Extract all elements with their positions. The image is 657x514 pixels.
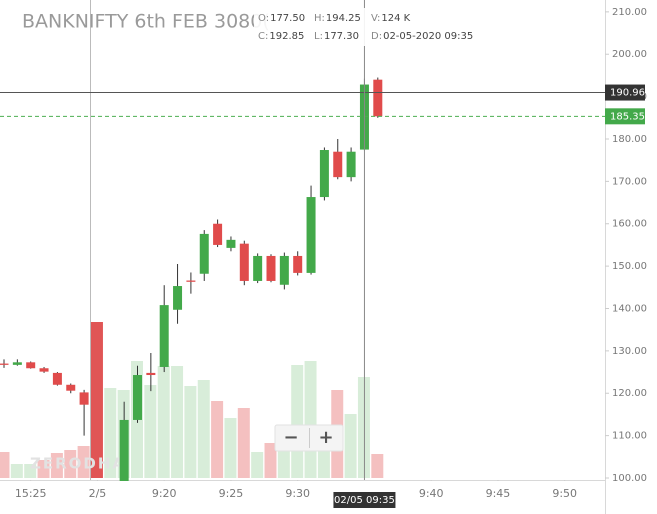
candle-body [226,239,236,248]
candle-body [66,384,76,391]
info-label: D: [371,31,382,42]
y-tick-label: 140.00 [612,303,647,314]
volume-bar [291,365,304,478]
candle-body [279,255,289,285]
y-tick-label: 200.00 [612,49,647,60]
candle-body [12,362,22,365]
candle-body [0,363,9,365]
volume-bar [224,418,237,478]
volume-bar [37,460,50,478]
volume-bar [104,388,117,478]
candle-body [373,79,383,117]
info-label: V: [371,13,380,24]
info-label: C: [258,31,268,42]
volume-bar [211,401,224,478]
candle-body [79,392,89,405]
zoom-in[interactable]: + [318,427,333,448]
y-tick-label: 110.00 [612,431,647,442]
candle-body [52,372,62,385]
crosshair-x-box [333,492,396,508]
y-tick-label: 160.00 [612,219,647,230]
y-tick-label: 100.00 [612,473,647,484]
info-value: 177.30 [324,31,359,42]
volume-bar [251,452,264,478]
candle-body [346,151,356,178]
info-label: O: [258,13,269,24]
candle-body [173,286,183,310]
volume-bar [304,361,317,478]
candle-body [159,305,169,367]
y-tick-label: 130.00 [612,346,647,357]
volume-bar [24,464,37,478]
candle-body [146,372,156,376]
y-tick-label: 210.00 [612,7,647,18]
watermark: ZERODHA [30,455,126,473]
candle-body [199,233,209,274]
crosshair-y-label: 190.96 [610,88,645,99]
candle-body [266,255,276,281]
candle-body [253,255,263,281]
volume-bar [77,446,90,478]
volume-bar [371,454,384,478]
y-tick-label: 180.00 [612,134,647,145]
last-price-label: 185.35 [610,111,645,122]
info-value: 194.25 [326,13,361,24]
volume-bar [90,322,103,478]
candle-body [26,362,36,369]
volume-bar [64,450,77,478]
info-value: 192.85 [269,31,304,42]
axis-mask [0,481,605,514]
volume-bar [184,386,197,478]
zoom-controls: − + [274,424,344,452]
volume-bar [50,453,63,478]
x-tick-label: 9:45 [486,487,511,500]
x-tick-label: 9:20 [152,487,177,500]
volume-bar [344,414,357,478]
volume-bar [10,464,23,478]
info-label: H: [314,13,325,24]
x-tick-label: 2/5 [89,487,107,500]
candle-body [306,197,316,273]
x-tick-label: 9:40 [419,487,444,500]
info-value: 124 K [381,13,410,24]
zoom-out[interactable]: − [283,427,298,448]
candle-body [333,151,343,178]
volume-bar [144,385,157,478]
candle-body [39,368,49,372]
info-value: 177.50 [270,13,305,24]
candle-body [319,150,329,198]
volume-bar [157,366,170,478]
volume-bar [277,446,290,478]
info-box [254,8,476,46]
y-tick-label: 150.00 [612,261,647,272]
candle-body [213,223,223,245]
x-tick-label: 9:50 [552,487,577,500]
crosshair-y-box [605,84,645,101]
y-tick-label: 120.00 [612,388,647,399]
volume-bar [264,443,277,478]
volume-layer [0,322,384,478]
candle-body [119,419,129,487]
x-tick-label: 9:25 [219,487,244,500]
candle-body [239,243,249,281]
x-tick-label: 9:30 [285,487,310,500]
candle-body [293,255,303,273]
candle-layer [0,77,383,491]
volume-bar [171,366,184,478]
info-label: L: [314,31,323,42]
x-tick-label: 15:25 [15,487,47,500]
y-tick-label: 170.00 [612,176,647,187]
info-value: 02-05-2020 09:35 [383,31,473,42]
crosshair-x-label: 02/05 09:35 [334,495,395,506]
candle-body [186,280,196,282]
volume-bar [197,380,210,478]
volume-bar [0,452,10,478]
volume-bar [237,408,250,478]
chart-title: BANKNIFTY 6th FEB 3080( [22,11,270,33]
candle-body [133,375,142,420]
last-price-box [605,108,645,125]
